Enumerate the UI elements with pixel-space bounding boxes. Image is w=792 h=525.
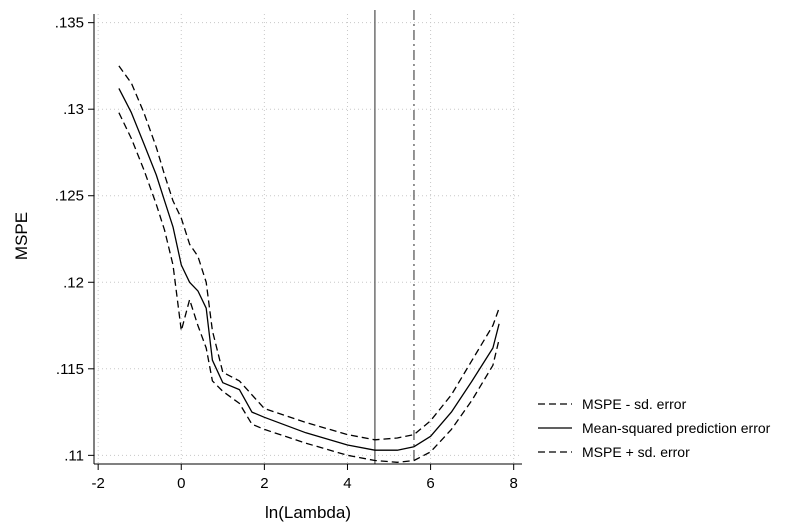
series-group [118, 65, 500, 463]
grid [94, 14, 522, 464]
y-tick-label: .13 [63, 101, 84, 118]
y-tick-label: .11 [64, 447, 84, 464]
x-tick-label: 0 [177, 475, 185, 492]
x-tick-label: 8 [510, 475, 518, 492]
y-tick-label: .12 [63, 274, 84, 291]
legend-label-1: Mean-squared prediction error [582, 420, 771, 436]
series-line-1 [118, 88, 500, 451]
legend: MSPE - sd. error Mean-squared prediction … [538, 396, 771, 460]
axes [88, 14, 522, 470]
y-axis-label: MSPE [12, 212, 31, 260]
legend-label-2: MSPE + sd. error [582, 444, 690, 460]
legend-label-0: MSPE - sd. error [582, 396, 687, 412]
y-tick-label: .125 [55, 188, 84, 205]
tick-labels: -2 0 2 4 6 8 .11 .115 .12 .125 .13 .135 [55, 15, 518, 492]
x-tick-label: 2 [260, 475, 268, 492]
series-line-2 [118, 65, 500, 441]
series-line-0 [118, 112, 500, 463]
y-tick-label: .115 [56, 361, 84, 378]
x-tick-label: -2 [91, 475, 104, 492]
y-tick-label: .135 [55, 15, 84, 32]
x-tick-label: 6 [426, 475, 434, 492]
x-axis-label: ln(Lambda) [265, 503, 351, 522]
reference-lines [374, 10, 415, 464]
x-tick-label: 4 [343, 475, 351, 492]
